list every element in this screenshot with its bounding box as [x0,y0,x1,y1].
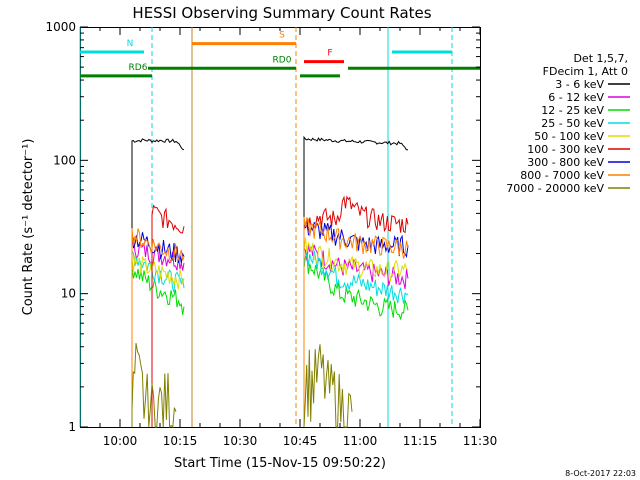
series-line [303,135,408,427]
x-axis-ticks: 10:00 10:15 10:30 10:45 11:00 11:15 11:30 [99,27,498,448]
plot-frame [80,27,481,428]
series-line [151,204,185,427]
flag-bar-label: F [327,49,332,59]
flag-bar-label: RD6 [129,63,148,73]
series-line [131,232,185,427]
x-tick-label: 11:00 [343,434,378,448]
y-tick-label: 1000 [45,20,76,34]
legend-entry-label: 3 - 6 keV [555,78,604,91]
x-tick-label: 10:30 [223,434,258,448]
series-line [131,228,185,427]
legend-entry-label: 50 - 100 keV [534,130,604,143]
flag-bar-label: N [127,39,134,49]
series-line [303,254,409,427]
y-tick-label: 1 [68,420,76,434]
y-axis-label: Count Rate (s⁻¹ detector⁻¹) [21,139,36,316]
series-line [303,218,409,427]
series-line [303,216,409,427]
series-group [131,135,409,429]
legend-entry-label: 300 - 800 keV [527,156,604,169]
flag-bars: N S F RD0 RD6 [80,31,480,78]
x-axis-label: Start Time (15-Nov-15 09:50:22) [174,456,386,471]
legend-entry-label: 100 - 300 keV [527,143,604,156]
footer-date: 8-Oct-2017 22:03 [565,469,636,478]
x-tick-label: 10:15 [163,434,198,448]
y-tick-label: 10 [61,287,76,301]
series-line [131,138,185,427]
vertical-markers [79,27,453,427]
y-tick-label: 100 [53,153,76,167]
x-tick-label: 11:30 [463,434,498,448]
series-line [303,250,409,427]
x-tick-label: 10:45 [283,434,318,448]
flag-bar-label: S [279,31,285,41]
legend-entry-label: 7000 - 20000 keV [506,182,604,195]
legend-entry-label: 800 - 7000 keV [520,169,604,182]
series-line [303,195,409,427]
series-line [303,344,353,428]
chart-title: HESSI Observing Summary Count Rates [132,4,431,22]
legend-header: Det 1,5,7, [573,52,628,65]
series-line [131,266,185,427]
legend-entry-label: 6 - 12 keV [548,91,604,104]
legend-header: FDecim 1, Att 0 [543,65,628,78]
y-axis-ticks: 1 10 100 1000 [45,20,480,434]
series-line [131,343,177,429]
x-tick-label: 11:15 [403,434,438,448]
series-line [303,237,409,427]
legend-entry-label: 25 - 50 keV [541,117,604,130]
x-tick-label: 10:00 [103,434,138,448]
flag-bar-label: RD0 [273,55,292,65]
legend-entry-label: 12 - 25 keV [541,104,604,117]
series-line [131,255,185,427]
